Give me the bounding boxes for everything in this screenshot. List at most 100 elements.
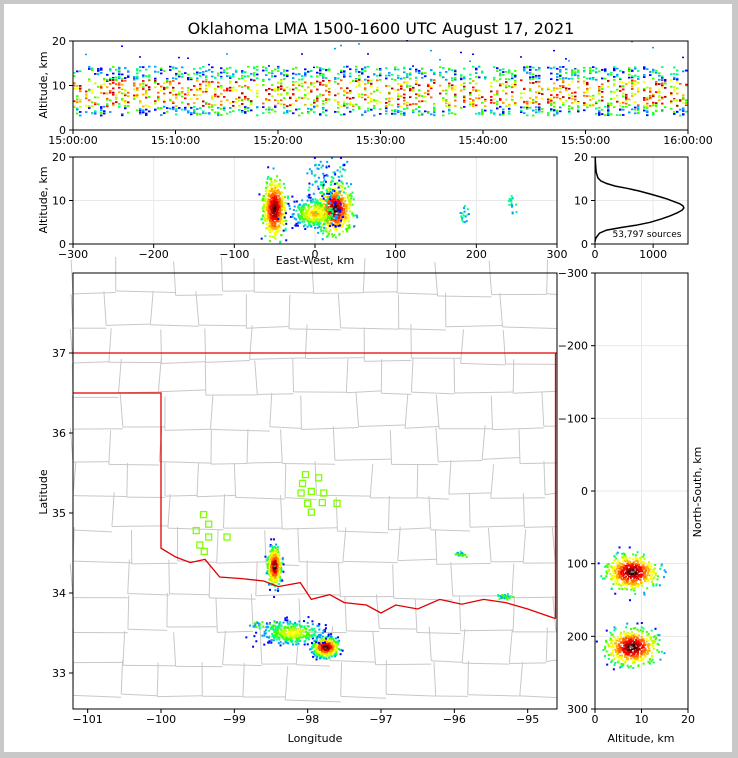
map-source: [325, 643, 328, 646]
altitude-time-source: [529, 89, 532, 92]
altitude-time-source: [400, 105, 403, 108]
altitude-time-source: [649, 97, 652, 100]
east-west-source: [330, 176, 333, 179]
east-west-source: [302, 203, 305, 206]
county-line: [381, 392, 412, 395]
map-source: [269, 577, 272, 580]
map-source: [269, 575, 272, 578]
altitude-time-source: [352, 105, 355, 107]
east-west-source: [318, 220, 321, 223]
altitude-time-source: [88, 66, 91, 68]
map-source: [305, 635, 308, 638]
altitude-time-source: [364, 83, 367, 85]
east-west-source: [328, 202, 331, 205]
county-line: [404, 394, 409, 429]
east-west-source: [334, 193, 337, 196]
altitude-time-source: [433, 81, 436, 84]
altitude-time-source: [367, 79, 370, 82]
altitude-time-source: [286, 111, 289, 114]
altitude-time-source: [202, 65, 205, 68]
map-source: [284, 625, 287, 628]
altitude-time-source: [301, 78, 304, 81]
altitude-time-source: [664, 79, 667, 81]
east-west-source: [330, 215, 333, 218]
altitude-time-source: [136, 109, 139, 112]
east-west-source: [329, 218, 332, 221]
altitude-time-source: [571, 72, 574, 75]
altitude-time-source: [76, 84, 79, 87]
altitude-time-source: [529, 76, 532, 79]
altitude-time-source: [562, 79, 565, 81]
altitude-time-source: [100, 85, 103, 88]
map-source: [323, 644, 326, 647]
east-west-source: [324, 195, 327, 198]
altitude-time-source: [355, 80, 358, 83]
map-source: [328, 656, 331, 659]
altitude-time-source: [538, 92, 541, 95]
east-west-source: [285, 239, 288, 242]
map-source: [320, 653, 323, 656]
map-source: [327, 634, 330, 637]
altitude-time-source: [373, 100, 376, 103]
county-line: [115, 290, 176, 294]
altitude-time-source: [469, 103, 472, 106]
map-source: [269, 545, 272, 548]
east-west-source: [345, 219, 348, 222]
east-west-source: [295, 209, 298, 212]
histogram-xtick-label: 1000: [639, 248, 667, 261]
east-west-source: [308, 182, 311, 185]
east-west-source: [338, 179, 341, 182]
county-line: [292, 357, 295, 392]
altitude-time-source: [370, 99, 373, 102]
east-west-source: [275, 202, 278, 205]
county-line: [122, 631, 126, 666]
altitude-time-source: [241, 92, 244, 95]
altitude-time-source: [106, 105, 109, 108]
east-west-source: [463, 221, 466, 224]
county-line: [386, 693, 436, 697]
county-line: [235, 496, 286, 500]
east-west-source: [461, 212, 464, 215]
map-source: [318, 645, 321, 648]
map-source: [325, 657, 328, 660]
altitude-time-source: [322, 75, 325, 78]
altitude-time-source: [568, 111, 571, 114]
altitude-time-source: [472, 86, 475, 89]
altitude-time-source: [646, 68, 649, 71]
east-west-source: [269, 228, 272, 231]
county-line: [335, 497, 338, 532]
altitude-time-source: [124, 100, 127, 102]
altitude-time-source: [73, 100, 76, 103]
east-west-source: [321, 238, 324, 241]
altitude-time-source: [238, 96, 241, 99]
altitude-time-source: [385, 107, 388, 110]
map-source: [274, 621, 277, 624]
altitude-time-source: [106, 92, 109, 95]
altitude-time-source: [322, 74, 325, 77]
altitude-time-source: [274, 87, 277, 90]
altitude-time-source: [76, 95, 79, 98]
east-west-source: [264, 190, 267, 193]
county-line: [358, 424, 406, 428]
altitude-time-source: [235, 89, 238, 91]
altitude-time-source: [367, 96, 370, 99]
map-source: [328, 640, 331, 643]
altitude-time-source: [415, 81, 418, 84]
altitude-time-source: [139, 111, 142, 114]
altitude-time-source: [199, 87, 202, 90]
county-line: [433, 661, 437, 697]
altitude-time-source: [337, 106, 340, 109]
map-source: [296, 623, 299, 626]
altitude-time-source: [598, 106, 601, 109]
county-line: [346, 390, 382, 394]
altitude-time-source: [484, 100, 487, 102]
altitude-time-source: [397, 110, 400, 112]
altitude-time-source: [160, 89, 163, 92]
east-west-source: [316, 218, 319, 221]
altitude-time-source: [262, 66, 265, 68]
altitude-time-source: [142, 105, 145, 108]
altitude-time-source: [532, 73, 535, 76]
east-west-source: [324, 210, 327, 213]
altitude-time-source: [76, 112, 79, 115]
altitude-time-source: [631, 70, 634, 72]
